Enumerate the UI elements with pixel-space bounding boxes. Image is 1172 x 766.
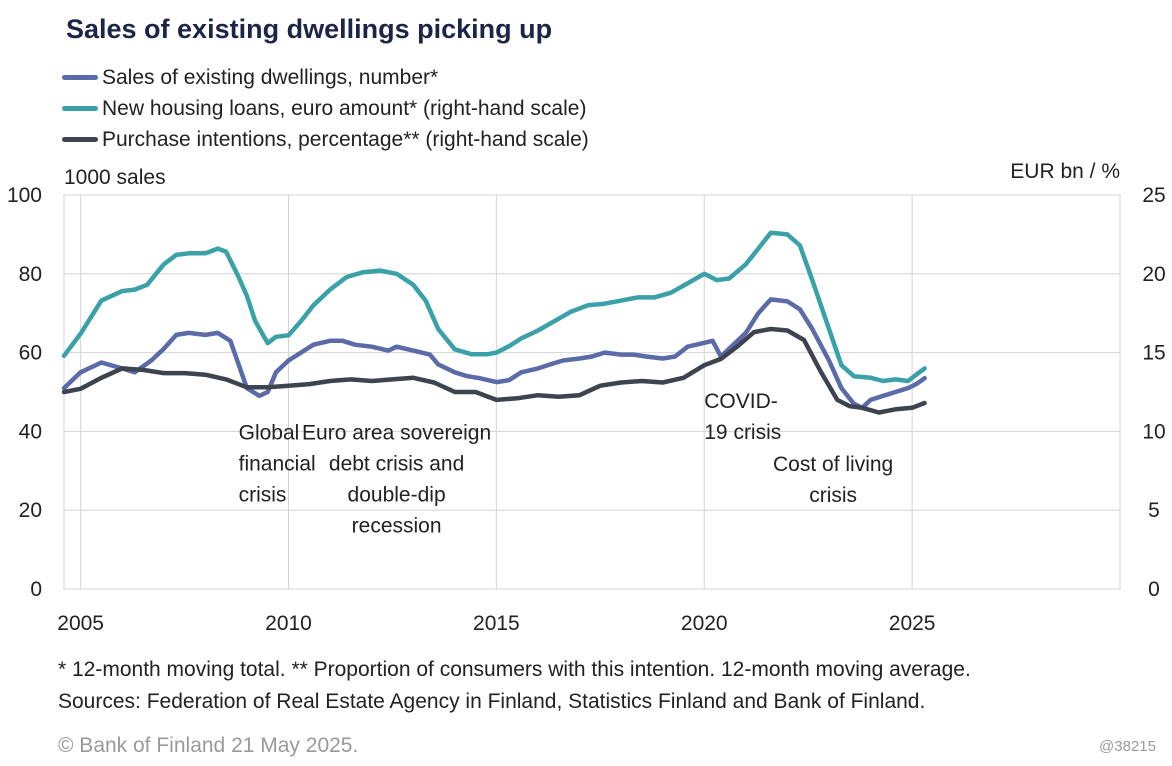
annotation-label: Cost of living crisis: [773, 453, 893, 507]
footnote-definitions: * 12-month moving total. ** Proportion o…: [58, 658, 971, 681]
right-tick-label: 25: [1142, 184, 1165, 207]
copyright-text: © Bank of Finland 21 May 2025.: [58, 734, 359, 757]
right-tick-label: 0: [1148, 578, 1160, 601]
left-tick-label: 40: [19, 420, 42, 443]
series-line-loans: [61, 230, 927, 384]
series-line-sales: [61, 297, 927, 411]
right-tick-label: 20: [1142, 263, 1165, 286]
x-tick-label: 2010: [265, 612, 312, 635]
right-tick-label: 5: [1148, 499, 1160, 522]
left-tick-label: 80: [19, 263, 42, 286]
chart-title: Sales of existing dwellings picking up: [66, 14, 553, 44]
legend-label-intentions: Purchase intentions, percentage** (right…: [102, 127, 589, 151]
legend-label-loans: New housing loans, euro amount* (right-h…: [102, 96, 587, 120]
legend-item-loans: New housing loans, euro amount* (right-h…: [62, 93, 589, 124]
right-tick-label: 10: [1142, 420, 1165, 443]
chart-id: @38215: [1099, 738, 1156, 755]
legend-swatch-sales: [62, 75, 98, 80]
series-line-intentions: [61, 326, 927, 415]
left-tick-label: 0: [30, 578, 42, 601]
legend-item-sales: Sales of existing dwellings, number*: [62, 62, 589, 93]
left-tick-label: 60: [19, 342, 42, 365]
annotation-label: Euro area sovereign debt crisis and double…: [302, 421, 491, 537]
left-tick-label: 20: [19, 499, 42, 522]
x-tick-label: 2020: [681, 612, 728, 635]
left-axis-unit: 1000 sales: [64, 166, 166, 189]
annotation-label: Global financial crisis: [239, 421, 316, 506]
x-tick-label: 2015: [473, 612, 520, 635]
legend-item-intentions: Purchase intentions, percentage** (right…: [62, 124, 589, 155]
chart-legend: Sales of existing dwellings, number* New…: [62, 62, 589, 155]
legend-swatch-intentions: [62, 137, 98, 142]
right-tick-label: 15: [1142, 342, 1165, 365]
legend-swatch-loans: [62, 106, 98, 111]
x-tick-label: 2025: [889, 612, 936, 635]
left-tick-label: 100: [7, 184, 42, 207]
legend-label-sales: Sales of existing dwellings, number*: [102, 65, 439, 89]
annotation-label: COVID-19 crisis: [704, 390, 781, 444]
right-axis-unit: EUR bn / %: [1010, 160, 1120, 183]
x-tick-label: 2005: [57, 612, 104, 635]
plot-frame: [63, 194, 1121, 590]
footnote-sources: Sources: Federation of Real Estate Agenc…: [58, 690, 926, 713]
